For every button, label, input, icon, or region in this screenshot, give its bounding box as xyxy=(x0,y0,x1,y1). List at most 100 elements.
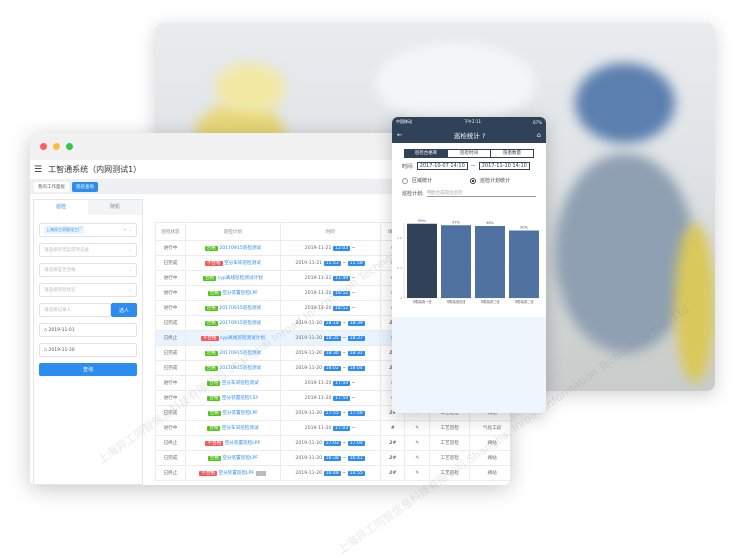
tab-random[interactable]: 随机 xyxy=(88,200,142,215)
status-cell: 进行中 xyxy=(155,240,186,256)
result-badge: 合格 xyxy=(207,456,221,461)
factory-chip: 上海异工同智化工厂 xyxy=(44,226,84,234)
table-row[interactable]: 已完成 合格 空分装置巡检LPF 2019-11-20 16:38 ~ 16:4… xyxy=(155,450,510,466)
result-badge: 不合格 xyxy=(204,261,223,266)
table-row[interactable]: 已终止 不合格 空分装置巡检LPF 2019-11-20 17:03 ~ 17:… xyxy=(155,435,510,451)
status-cell: 已终止 xyxy=(155,435,186,451)
tab-inspection-query[interactable]: 巡检查询 xyxy=(72,182,98,192)
plan-link[interactable]: cyp离线巡检测试计划 xyxy=(217,276,263,281)
plan-cell: 不合格 cyp离线巡检测试计划 xyxy=(184,330,281,346)
time-cell: 2019-11-20 18:35 ~ 18:37 xyxy=(279,330,381,346)
status-cell: 已完成 xyxy=(155,450,186,466)
radio-plan[interactable] xyxy=(470,177,477,184)
close-dot[interactable] xyxy=(40,143,47,150)
plan-link[interactable]: 空分装置巡检LPF xyxy=(222,411,258,416)
area-cell: 气化工段 xyxy=(469,420,510,436)
bar-data-label: 96% xyxy=(486,221,494,225)
tab-inspection[interactable]: 巡检 xyxy=(34,200,88,215)
status-cell: 已完成 xyxy=(155,360,186,376)
plan-input[interactable]: 甲醇合成岗位巡检 xyxy=(426,190,536,197)
plan-link[interactable]: 20170915巡检测试 xyxy=(219,306,262,311)
result-badge: 合格 xyxy=(204,351,218,356)
plan-link[interactable]: 空分装置巡检CSY xyxy=(221,396,259,401)
help-icon[interactable]: ? xyxy=(481,132,486,140)
plan-cell: 合格 空分车间巡检测试 xyxy=(184,420,281,436)
edit-icon[interactable]: ✎ xyxy=(404,465,431,481)
edit-icon[interactable]: ✎ xyxy=(404,420,431,436)
result-badge: 合格 xyxy=(207,396,221,401)
status-cell: 进行中 xyxy=(155,285,186,301)
plan-link[interactable]: 20170915巡检测试 xyxy=(219,366,262,371)
phone-screen: 中国移动 下午2:11 67% ← 巡检统计 ? ⌂ 巡检合格率 巡检时间 隐患数量 时… xyxy=(392,117,546,413)
result-badge: 合格 xyxy=(204,306,218,311)
phone-title: 巡检统计 xyxy=(453,132,480,140)
plan-link[interactable]: 空分车间巡检测试 xyxy=(221,426,259,431)
query-button[interactable]: 查询 xyxy=(39,363,137,376)
bar xyxy=(475,226,505,298)
status-cell: 进行中 xyxy=(155,390,186,406)
bar-data-label: 97% xyxy=(452,220,460,224)
maximize-dot[interactable] xyxy=(66,143,73,150)
calendar-icon: ▫ xyxy=(44,327,48,333)
plan-link[interactable]: 空分车间巡检测试 xyxy=(224,261,261,266)
seg-pass-rate[interactable]: 巡检合格率 xyxy=(405,150,447,157)
back-arrow-icon[interactable]: ← xyxy=(397,131,403,139)
plan-link[interactable]: 20170915巡检测试 xyxy=(219,246,262,251)
seg-time[interactable]: 巡检时间 xyxy=(447,150,490,157)
select-person-button[interactable]: 选人 xyxy=(111,303,137,317)
time-cell: 2019-11-20 18:02 ~ 18:04 xyxy=(279,360,381,376)
plan-link[interactable]: 20170915巡检测试 xyxy=(219,351,262,356)
tab-dashboard[interactable]: 我的工作面板 xyxy=(34,182,69,192)
area-cell: 阀站 xyxy=(469,450,510,466)
calendar-icon: ▫ xyxy=(44,347,48,353)
result-badge: 合格 xyxy=(207,291,221,296)
y-tick-label: 0 xyxy=(400,296,402,300)
plan-link[interactable]: 空分车间巡检测试 xyxy=(221,381,259,386)
fill-cell: # xyxy=(379,420,406,436)
status-cell: 进行中 xyxy=(155,270,186,286)
status-cell: 已终止 xyxy=(155,330,186,346)
edit-icon[interactable]: ✎ xyxy=(404,435,431,451)
start-date-input[interactable]: ▫ 2019-11-01 xyxy=(39,323,137,337)
filter-panel: 巡检 随机 上海异工同智化工厂 × ⌄ 请选择有无异常项记录 ⌄ 请选择是否合格 ⌄ 请… xyxy=(33,199,143,485)
plan-cell: 合格 空分装置巡检LPF xyxy=(184,450,281,466)
hamburger-icon[interactable]: ☰ xyxy=(34,164,43,175)
result-badge: 合格 xyxy=(203,276,217,281)
home-icon[interactable]: ⌂ xyxy=(536,131,541,139)
recorder-input[interactable]: 请选择记录人 xyxy=(39,303,111,317)
plan-link[interactable]: cyp离线巡检测试计划 xyxy=(220,336,265,341)
radio-area-label: 区域统计 xyxy=(412,178,433,184)
plan-link[interactable]: 空分装置巡检LPF xyxy=(222,291,258,296)
status-select[interactable]: 请选择巡检状态 ⌄ xyxy=(39,283,137,297)
time-cell: 2019-11-20 18:52 ~ xyxy=(279,285,381,301)
result-badge: 合格 xyxy=(204,246,218,251)
plan-link[interactable]: 空分装置巡检LPF xyxy=(224,441,261,446)
to-date[interactable]: 2017-11-10 14:10 xyxy=(478,162,530,170)
bar-data-label: 99% xyxy=(418,219,426,223)
y-tick-label: 0.8 xyxy=(397,236,402,240)
radio-area[interactable] xyxy=(402,177,408,184)
from-date[interactable]: 2017-10-07 14:10 xyxy=(416,162,468,170)
app-title: 工智通系统（内网测试1） xyxy=(48,165,142,174)
bar xyxy=(509,230,539,298)
table-row[interactable]: 已终止 不合格 空分装置巡检LPF... 2019-11-20 16:48 ~ … xyxy=(155,465,510,481)
edit-icon[interactable]: ✎ xyxy=(404,450,431,466)
qualified-select[interactable]: 请选择是否合格 ⌄ xyxy=(39,263,137,277)
time-cell: 2019-11-21 11:49 ~ xyxy=(279,270,381,286)
plan-link[interactable]: 空分装置巡检LPF xyxy=(218,471,255,476)
minimize-dot[interactable] xyxy=(53,143,60,150)
factory-select[interactable]: 上海异工同智化工厂 × ⌄ xyxy=(39,223,137,237)
clock: 下午2:11 xyxy=(464,119,482,124)
plan-cell: 合格 20170915巡检测试 xyxy=(184,360,281,376)
type-cell: 工艺巡检 xyxy=(429,465,471,481)
result-badge: 不合格 xyxy=(199,471,218,476)
seg-hazard[interactable]: 隐患数量 xyxy=(490,150,533,157)
plan-cell: 合格 空分装置巡检CSY xyxy=(184,390,281,406)
plan-cell: 合格 cyp离线巡检测试计划 xyxy=(184,270,281,286)
plan-link[interactable]: 20170915巡检测试 xyxy=(219,321,262,326)
abnormal-select[interactable]: 请选择有无异常项记录 ⌄ xyxy=(39,243,137,257)
end-date-input[interactable]: ▫ 2019-11-30 xyxy=(39,343,137,357)
table-row[interactable]: 进行中 合格 空分车间巡检测试 2019-11-20 17:03 ~ # ✎ 工… xyxy=(155,420,510,436)
type-cell: 工艺巡检 xyxy=(429,435,471,451)
plan-link[interactable]: 空分装置巡检LPF xyxy=(222,456,258,461)
